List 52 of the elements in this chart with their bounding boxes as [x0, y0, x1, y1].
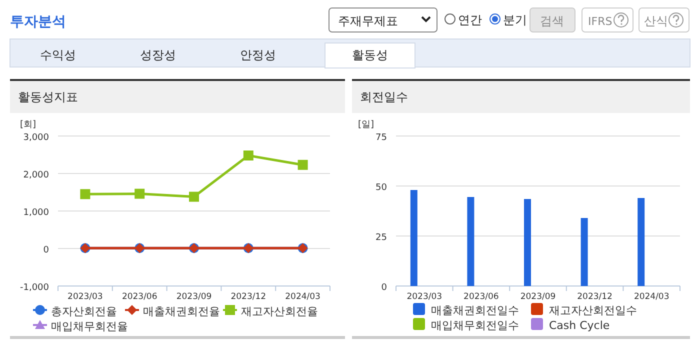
x-tick-label: 2023/06: [122, 292, 158, 302]
x-tick-label: 2024/03: [285, 292, 320, 302]
legend-label: 매출채권회전율: [143, 305, 220, 318]
point: [134, 188, 145, 199]
text: IFRS: [588, 15, 612, 28]
x-tick-label: 2023/03: [68, 292, 103, 302]
x-tick-label: 2023/03: [406, 292, 442, 302]
y-axis-title: [회]: [20, 120, 36, 130]
bar: [410, 190, 418, 286]
chart-title: 회전일수: [360, 90, 408, 104]
text: 주재무제표: [338, 14, 398, 28]
text: 수익성: [40, 48, 76, 62]
x-tick-label: 2023/09: [520, 292, 556, 302]
y-axis-title: [일]: [358, 120, 374, 130]
chart-title: 활동성지표: [18, 90, 78, 104]
legend-label: 매입채무회전일수: [431, 319, 519, 332]
bar: [580, 218, 588, 286]
y-tick-label: 0: [43, 246, 50, 256]
text: 분기: [503, 13, 527, 27]
legend-label: 매입채무회전율: [51, 320, 128, 333]
text: 연간: [458, 13, 482, 27]
legend-label: 재고자산회전율: [241, 305, 318, 318]
x-tick-label: 2023/06: [464, 292, 499, 302]
text: 안정성: [240, 48, 276, 62]
legend-label: Cash Cycle: [549, 319, 610, 332]
y-tick-label: 75: [376, 133, 387, 143]
text: 성장성: [140, 48, 176, 62]
text: 산식: [644, 14, 668, 28]
x-tick-label: 2024/03: [634, 292, 670, 302]
y-tick-label: 1,000: [23, 208, 50, 218]
y-tick-label: 2,000: [23, 170, 50, 180]
bar: [524, 199, 531, 286]
text: 검색: [540, 14, 564, 28]
y-tick-label: 3,000: [23, 133, 50, 143]
y-tick-label: -1,000: [20, 283, 50, 293]
legend-label: 매출채권회전일수: [431, 304, 519, 317]
legend-label: 재고자산회전일수: [549, 304, 637, 317]
x-tick-label: 2023/12: [230, 292, 266, 302]
text: 활동성: [352, 48, 388, 62]
point: [298, 160, 308, 170]
point: [189, 192, 199, 202]
legend-label: 총자산회전율: [51, 305, 117, 318]
y-tick-label: 0: [381, 283, 388, 293]
bar: [467, 197, 474, 286]
y-tick-label: 25: [376, 233, 387, 243]
y-tick-label: 50: [376, 183, 388, 193]
text: 투자분석: [10, 14, 66, 30]
point: [80, 189, 90, 200]
bar: [638, 198, 645, 286]
x-tick-label: 2023/12: [577, 292, 612, 302]
point: [243, 150, 254, 160]
x-tick-label: 2023/09: [176, 292, 212, 302]
